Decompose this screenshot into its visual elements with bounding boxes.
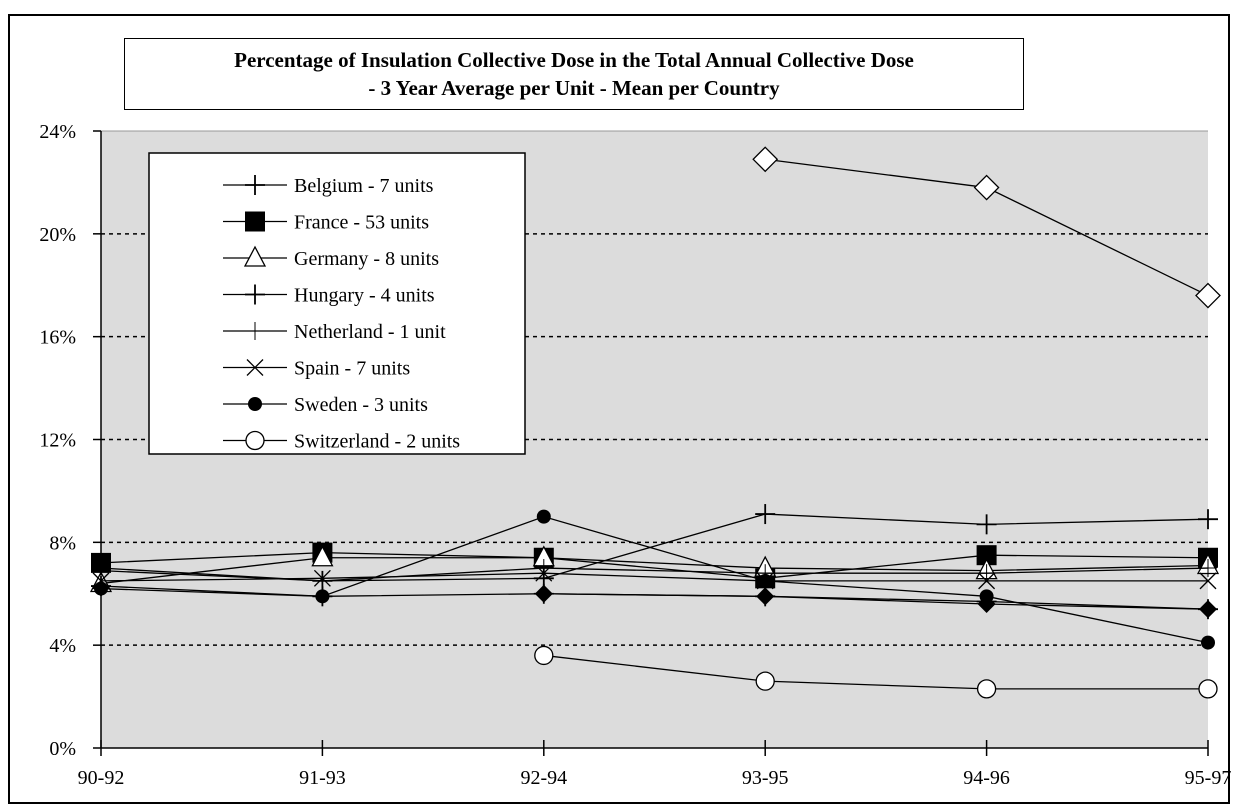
data-point — [1198, 509, 1218, 530]
legend-marker — [245, 175, 265, 195]
data-point — [315, 589, 330, 604]
legend: Belgium - 7 units France - 53 units German… — [148, 152, 526, 455]
data-point — [94, 581, 108, 596]
y-tick-label: 20% — [39, 224, 76, 246]
data-point — [311, 545, 334, 567]
data-point — [752, 146, 779, 173]
series-line — [543, 593, 1209, 610]
data-point — [1198, 679, 1218, 699]
y-tick-label: 4% — [49, 635, 76, 657]
x-tick-label: 90-92 — [78, 767, 125, 789]
legend-label: Hungary - 4 units — [294, 285, 435, 307]
series-line — [100, 572, 1208, 582]
x-tick-label: 92-94 — [520, 767, 567, 789]
y-tick-label: 24% — [39, 121, 76, 143]
chart-frame — [8, 14, 1230, 804]
data-point — [977, 595, 996, 614]
legend-label: France - 53 units — [294, 212, 429, 234]
chart-subtitle: - 3 Year Average per Unit - Mean per Cou… — [368, 76, 780, 100]
x-tick-label: 93-95 — [742, 767, 789, 789]
legend-marker — [246, 322, 264, 340]
legend-box — [148, 152, 526, 455]
series-line — [543, 654, 1208, 690]
data-point — [755, 504, 776, 525]
data-point — [976, 679, 997, 699]
legend-label: Sweden - 3 units — [294, 394, 428, 416]
y-tick-label: 0% — [49, 738, 76, 760]
data-point — [534, 645, 554, 666]
legend-item: Netherland - 1 unit — [223, 321, 446, 343]
data-point — [976, 545, 997, 566]
y-tick-label: 8% — [49, 532, 76, 554]
data-point — [1195, 282, 1221, 309]
series-unnamed-9 — [534, 584, 1217, 619]
legend-item: Hungary - 4 units — [223, 284, 435, 307]
legend-marker — [246, 359, 264, 376]
y-tick-label: 12% — [39, 430, 76, 452]
legend-label: Spain - 7 units — [294, 358, 410, 380]
data-point — [1201, 635, 1215, 650]
x-tick-label: 95-97 — [1185, 767, 1232, 789]
series-line — [100, 557, 1209, 585]
data-point — [1199, 600, 1217, 619]
data-point — [313, 569, 331, 587]
y-tick-label: 16% — [39, 327, 76, 349]
chart-title-box: Percentage of Insulation Collective Dose… — [124, 38, 1024, 110]
data-point — [978, 572, 996, 590]
data-point — [536, 509, 551, 524]
legend-item: France - 53 units — [223, 211, 429, 234]
legend-item: Switzerland - 2 units — [223, 431, 460, 453]
data-point — [973, 174, 1000, 201]
series-line — [100, 515, 1209, 644]
series-line — [100, 551, 1209, 579]
series-unnamed-8 — [752, 146, 1221, 309]
data-point — [534, 584, 553, 603]
legend-marker — [245, 211, 265, 232]
legend-item: Germany - 8 units — [223, 245, 439, 270]
series-sweden-3-units — [94, 509, 1215, 650]
legend-label: Belgium - 7 units — [294, 175, 434, 197]
data-point — [977, 564, 996, 583]
x-tick-label: 94-96 — [963, 767, 1010, 789]
legend-label: Switzerland - 2 units — [294, 431, 460, 453]
legend-marker — [245, 284, 265, 305]
data-point — [758, 573, 773, 588]
data-point — [535, 564, 553, 582]
legend-label: Netherland - 1 unit — [294, 321, 446, 343]
data-point — [92, 559, 110, 578]
legend-item: Belgium - 7 units — [223, 175, 434, 197]
data-point — [756, 587, 775, 606]
x-tick-label: 91-93 — [299, 767, 346, 789]
legend-label: Germany - 8 units — [294, 248, 439, 270]
legend-marker — [245, 430, 265, 451]
legend-marker — [248, 397, 262, 411]
chart-title: Percentage of Insulation Collective Dose… — [234, 48, 914, 72]
data-point — [1199, 572, 1217, 590]
data-point — [976, 514, 997, 535]
data-point — [1199, 559, 1217, 578]
data-point — [313, 571, 332, 590]
legend-item: Spain - 7 units — [223, 358, 410, 380]
series-switzerland-2-units — [534, 645, 1218, 699]
data-point — [755, 671, 775, 691]
legend-marker — [243, 245, 267, 267]
legend-item: Sweden - 3 units — [223, 394, 428, 416]
